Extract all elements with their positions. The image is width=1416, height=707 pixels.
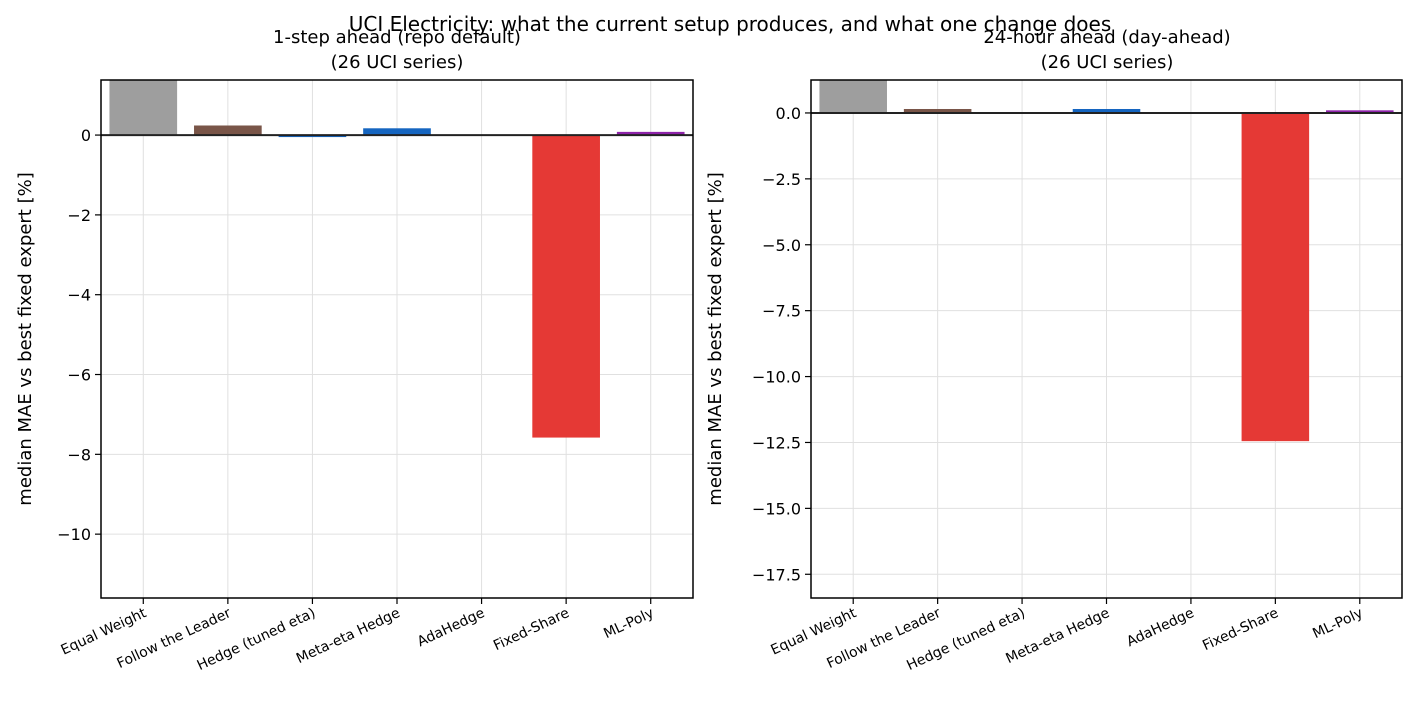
x-tick-label-ml-poly: ML-Poly (601, 605, 656, 642)
y-tick-label: −2 (67, 206, 91, 225)
bar-ml-poly (616, 131, 685, 136)
y-axis-label: median MAE vs best fixed expert [%] (705, 172, 726, 505)
y-tick-label: −15.0 (752, 499, 801, 518)
y-ticks: 0 −2 −4 −6 −8 −10 (57, 126, 101, 544)
bar-equal-weight (819, 80, 887, 113)
bar-fixed-share (1241, 112, 1310, 442)
y-tick-label: −8 (67, 445, 91, 464)
y-tick-label: −6 (67, 366, 91, 385)
y-ticks: 0.0 −2.5 −5.0 −7.5 −10.0 −12.5 −15.0 −17.5 (752, 104, 811, 584)
chart-panel-24-hour: 24-hour ahead (day-ahead) (26 UCI series… (705, 27, 1403, 674)
chart-title: 24-hour ahead (day-ahead) (983, 27, 1230, 48)
y-tick-label: 0.0 (776, 104, 801, 123)
y-tick-label: −10.0 (752, 368, 801, 387)
x-tick-label-adahedge: AdaHedge (1124, 605, 1196, 650)
bar-equal-weight (109, 80, 178, 136)
x-tick-label-fixed-share: Fixed-Share (1200, 605, 1281, 654)
y-tick-label: −7.5 (762, 302, 801, 321)
chart-panel-1-step: 1-step ahead (repo default) (26 UCI seri… (15, 27, 694, 674)
grid (101, 80, 693, 598)
bar-meta-eta-hedge (363, 128, 431, 136)
chart-subtitle: (26 UCI series) (331, 52, 464, 73)
x-tick-label-fixed-share: Fixed-Share (491, 605, 572, 654)
bar-follow-the-leader (194, 125, 262, 136)
x-tick-label-adahedge: AdaHedge (415, 605, 487, 650)
bar-fixed-share (532, 135, 600, 438)
chart-title: 1-step ahead (repo default) (273, 27, 521, 48)
axes-frame (810, 79, 1403, 599)
y-tick-label: −10 (57, 525, 91, 544)
axes-frame (100, 79, 694, 599)
y-tick-label: −2.5 (762, 170, 801, 189)
y-tick-label: 0 (81, 126, 91, 145)
y-tick-label: −12.5 (752, 433, 801, 452)
grid (811, 80, 1402, 598)
bar-follow-the-leader (903, 108, 972, 113)
y-tick-label: −4 (67, 286, 91, 305)
x-tick-label-ml-poly: ML-Poly (1310, 605, 1365, 642)
figure-title: UCI Electricity: what the current setup … (349, 12, 1112, 36)
bars (819, 80, 1394, 442)
y-tick-label: −5.0 (762, 236, 801, 255)
bars (109, 80, 685, 438)
chart-subtitle: (26 UCI series) (1041, 52, 1174, 73)
bar-ml-poly (1326, 110, 1394, 113)
y-axis-label: median MAE vs best fixed expert [%] (15, 172, 36, 505)
bar-meta-eta-hedge (1072, 108, 1141, 113)
y-tick-label: −17.5 (752, 565, 801, 584)
